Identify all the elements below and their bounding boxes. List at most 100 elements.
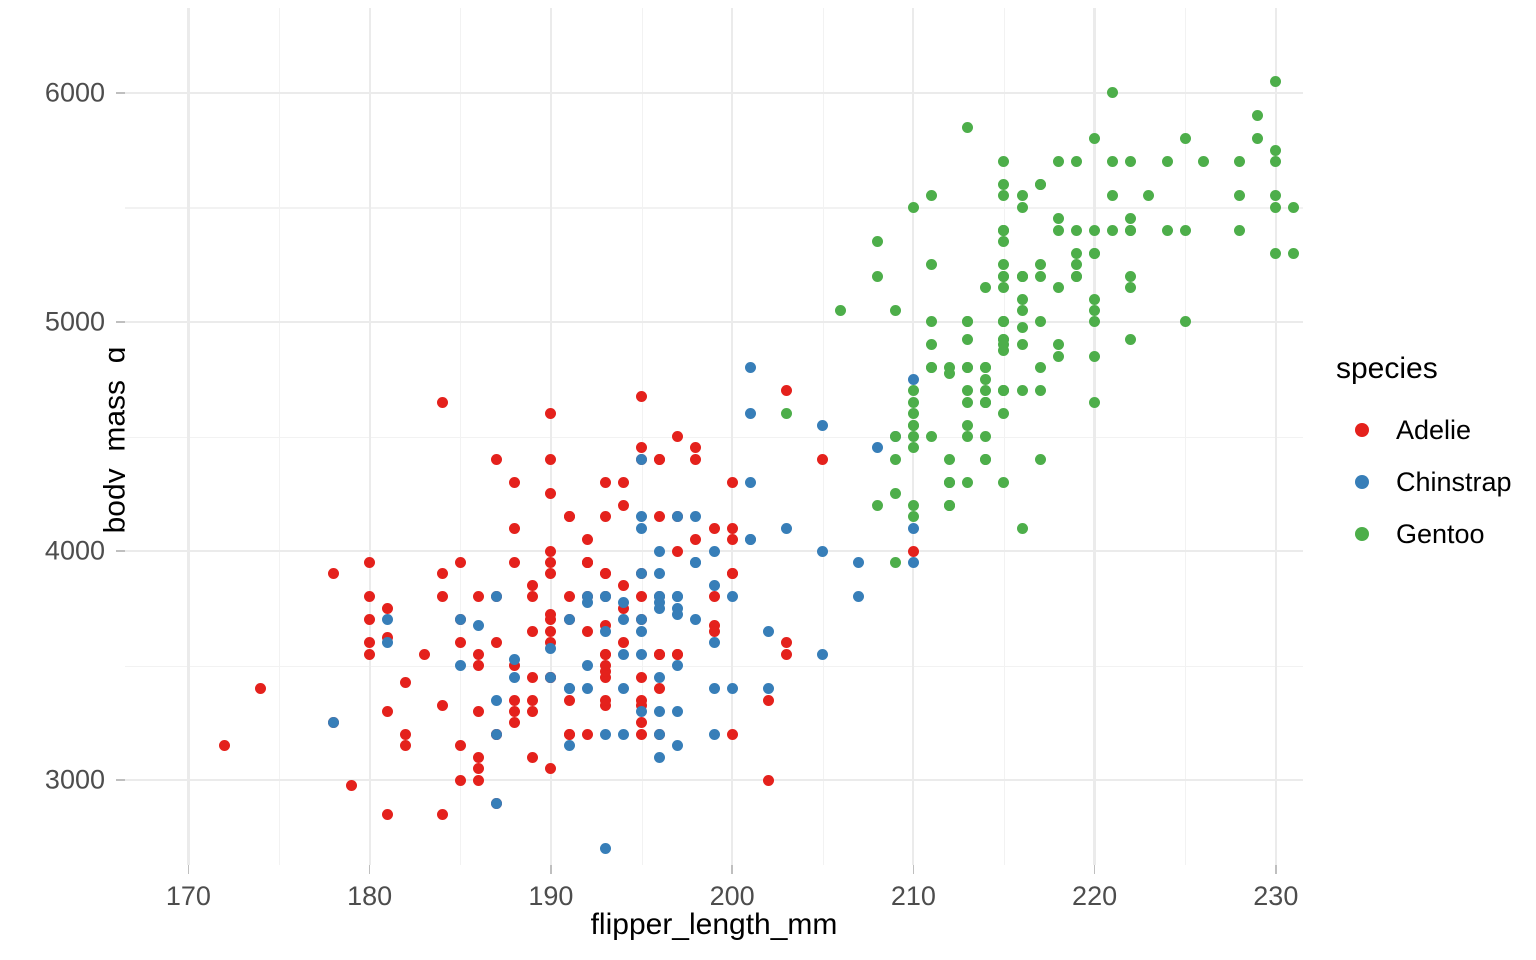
legend-item-label: Adelie <box>1396 414 1472 445</box>
scatter-point <box>563 591 575 603</box>
scatter-point <box>581 728 593 740</box>
scatter-point <box>599 671 611 683</box>
scatter-point <box>690 534 702 546</box>
x-axis-tick-label: 210 <box>890 881 936 911</box>
scatter-point <box>980 396 992 408</box>
scatter-point <box>925 431 937 442</box>
scatter-point <box>654 545 666 557</box>
scatter-point <box>491 591 503 603</box>
scatter-point <box>1034 362 1046 374</box>
scatter-point <box>599 660 611 672</box>
scatter-point <box>654 591 666 603</box>
scatter-point <box>654 683 666 695</box>
scatter-point <box>907 522 919 534</box>
grid-major-horizontal <box>125 779 1303 782</box>
scatter-point <box>907 511 919 523</box>
scatter-point <box>599 694 611 706</box>
scatter-point <box>708 620 720 632</box>
scatter-point <box>672 511 684 523</box>
scatter-point <box>1016 304 1028 316</box>
x-axis-title: flipper_length_mm <box>590 908 838 941</box>
scatter-point <box>545 671 557 683</box>
legend: species Adelie Chinstrap Gentoo <box>1336 352 1536 560</box>
scatter-point <box>726 476 738 488</box>
scatter-point <box>962 362 974 374</box>
scatter-point <box>672 608 684 620</box>
legend-item-chinstrap[interactable]: Chinstrap <box>1336 456 1536 508</box>
scatter-point <box>998 476 1010 488</box>
scatter-point <box>980 282 992 294</box>
x-axis-tick-mark <box>1093 865 1096 874</box>
scatter-point <box>563 728 575 740</box>
scatter-point <box>491 797 503 809</box>
y-axis-tick-mark <box>116 550 125 552</box>
scatter-point <box>1089 350 1101 362</box>
x-axis-tick-label: 170 <box>165 881 211 911</box>
x-axis-tick-label: 230 <box>1253 881 1299 911</box>
scatter-point <box>1052 282 1064 294</box>
scatter-point <box>382 614 394 626</box>
scatter-point <box>472 660 484 672</box>
scatter-point <box>382 631 394 643</box>
scatter-point <box>871 499 883 511</box>
scatter-point <box>871 442 883 454</box>
scatter-point <box>962 333 974 345</box>
scatter-point <box>599 843 611 855</box>
legend-item-adelie[interactable]: Adelie <box>1336 404 1536 456</box>
scatter-point <box>1161 156 1173 168</box>
scatter-point <box>1052 224 1064 236</box>
scatter-point <box>925 339 937 351</box>
scatter-point <box>617 728 629 740</box>
scatter-point <box>364 648 376 660</box>
scatter-point <box>762 683 774 695</box>
scatter-point <box>491 453 503 465</box>
scatter-point <box>1089 396 1101 408</box>
legend-item-gentoo[interactable]: Gentoo <box>1336 508 1536 560</box>
scatter-point <box>907 419 919 431</box>
scatter-point <box>889 488 901 500</box>
scatter-point <box>998 259 1010 271</box>
scatter-point <box>1070 156 1082 168</box>
scatter-point <box>925 259 937 271</box>
scatter-point <box>636 705 647 717</box>
scatter-point <box>1016 270 1028 282</box>
scatter-point <box>1107 224 1119 236</box>
scatter-point <box>762 774 774 786</box>
scatter-point <box>617 579 629 591</box>
scatter-point <box>491 728 503 740</box>
scatter-point <box>907 385 919 397</box>
scatter-point <box>889 453 901 465</box>
scatter-point <box>636 648 647 660</box>
scatter-point <box>726 568 738 580</box>
y-axis-tick-label: 6000 <box>44 77 105 108</box>
scatter-point <box>944 476 956 488</box>
scatter-point <box>998 156 1010 168</box>
scatter-point <box>1016 522 1028 534</box>
scatter-point <box>708 522 720 534</box>
scatter-point <box>980 385 992 397</box>
scatter-point <box>436 700 448 712</box>
scatter-point <box>581 534 593 546</box>
scatter-point <box>654 671 666 683</box>
scatter-point <box>255 683 267 695</box>
scatter-point <box>454 660 466 672</box>
scatter-point <box>617 476 629 488</box>
scatter-point <box>744 534 756 546</box>
scatter-point <box>654 597 666 609</box>
scatter-point <box>962 121 974 133</box>
scatter-point <box>1107 87 1119 99</box>
x-axis-tick-label: 190 <box>528 881 574 911</box>
scatter-point <box>817 419 829 431</box>
scatter-point <box>672 602 684 614</box>
scatter-point <box>581 557 593 569</box>
scatter-point <box>545 408 557 420</box>
scatter-point <box>436 568 448 580</box>
scatter-point <box>617 683 629 695</box>
scatter-point <box>1252 133 1264 145</box>
scatter-point <box>636 625 647 637</box>
scatter-point <box>1089 293 1101 305</box>
x-axis-tick-mark <box>731 865 733 874</box>
scatter-point <box>636 568 647 580</box>
scatter-point <box>944 453 956 465</box>
scatter-point <box>907 557 919 569</box>
